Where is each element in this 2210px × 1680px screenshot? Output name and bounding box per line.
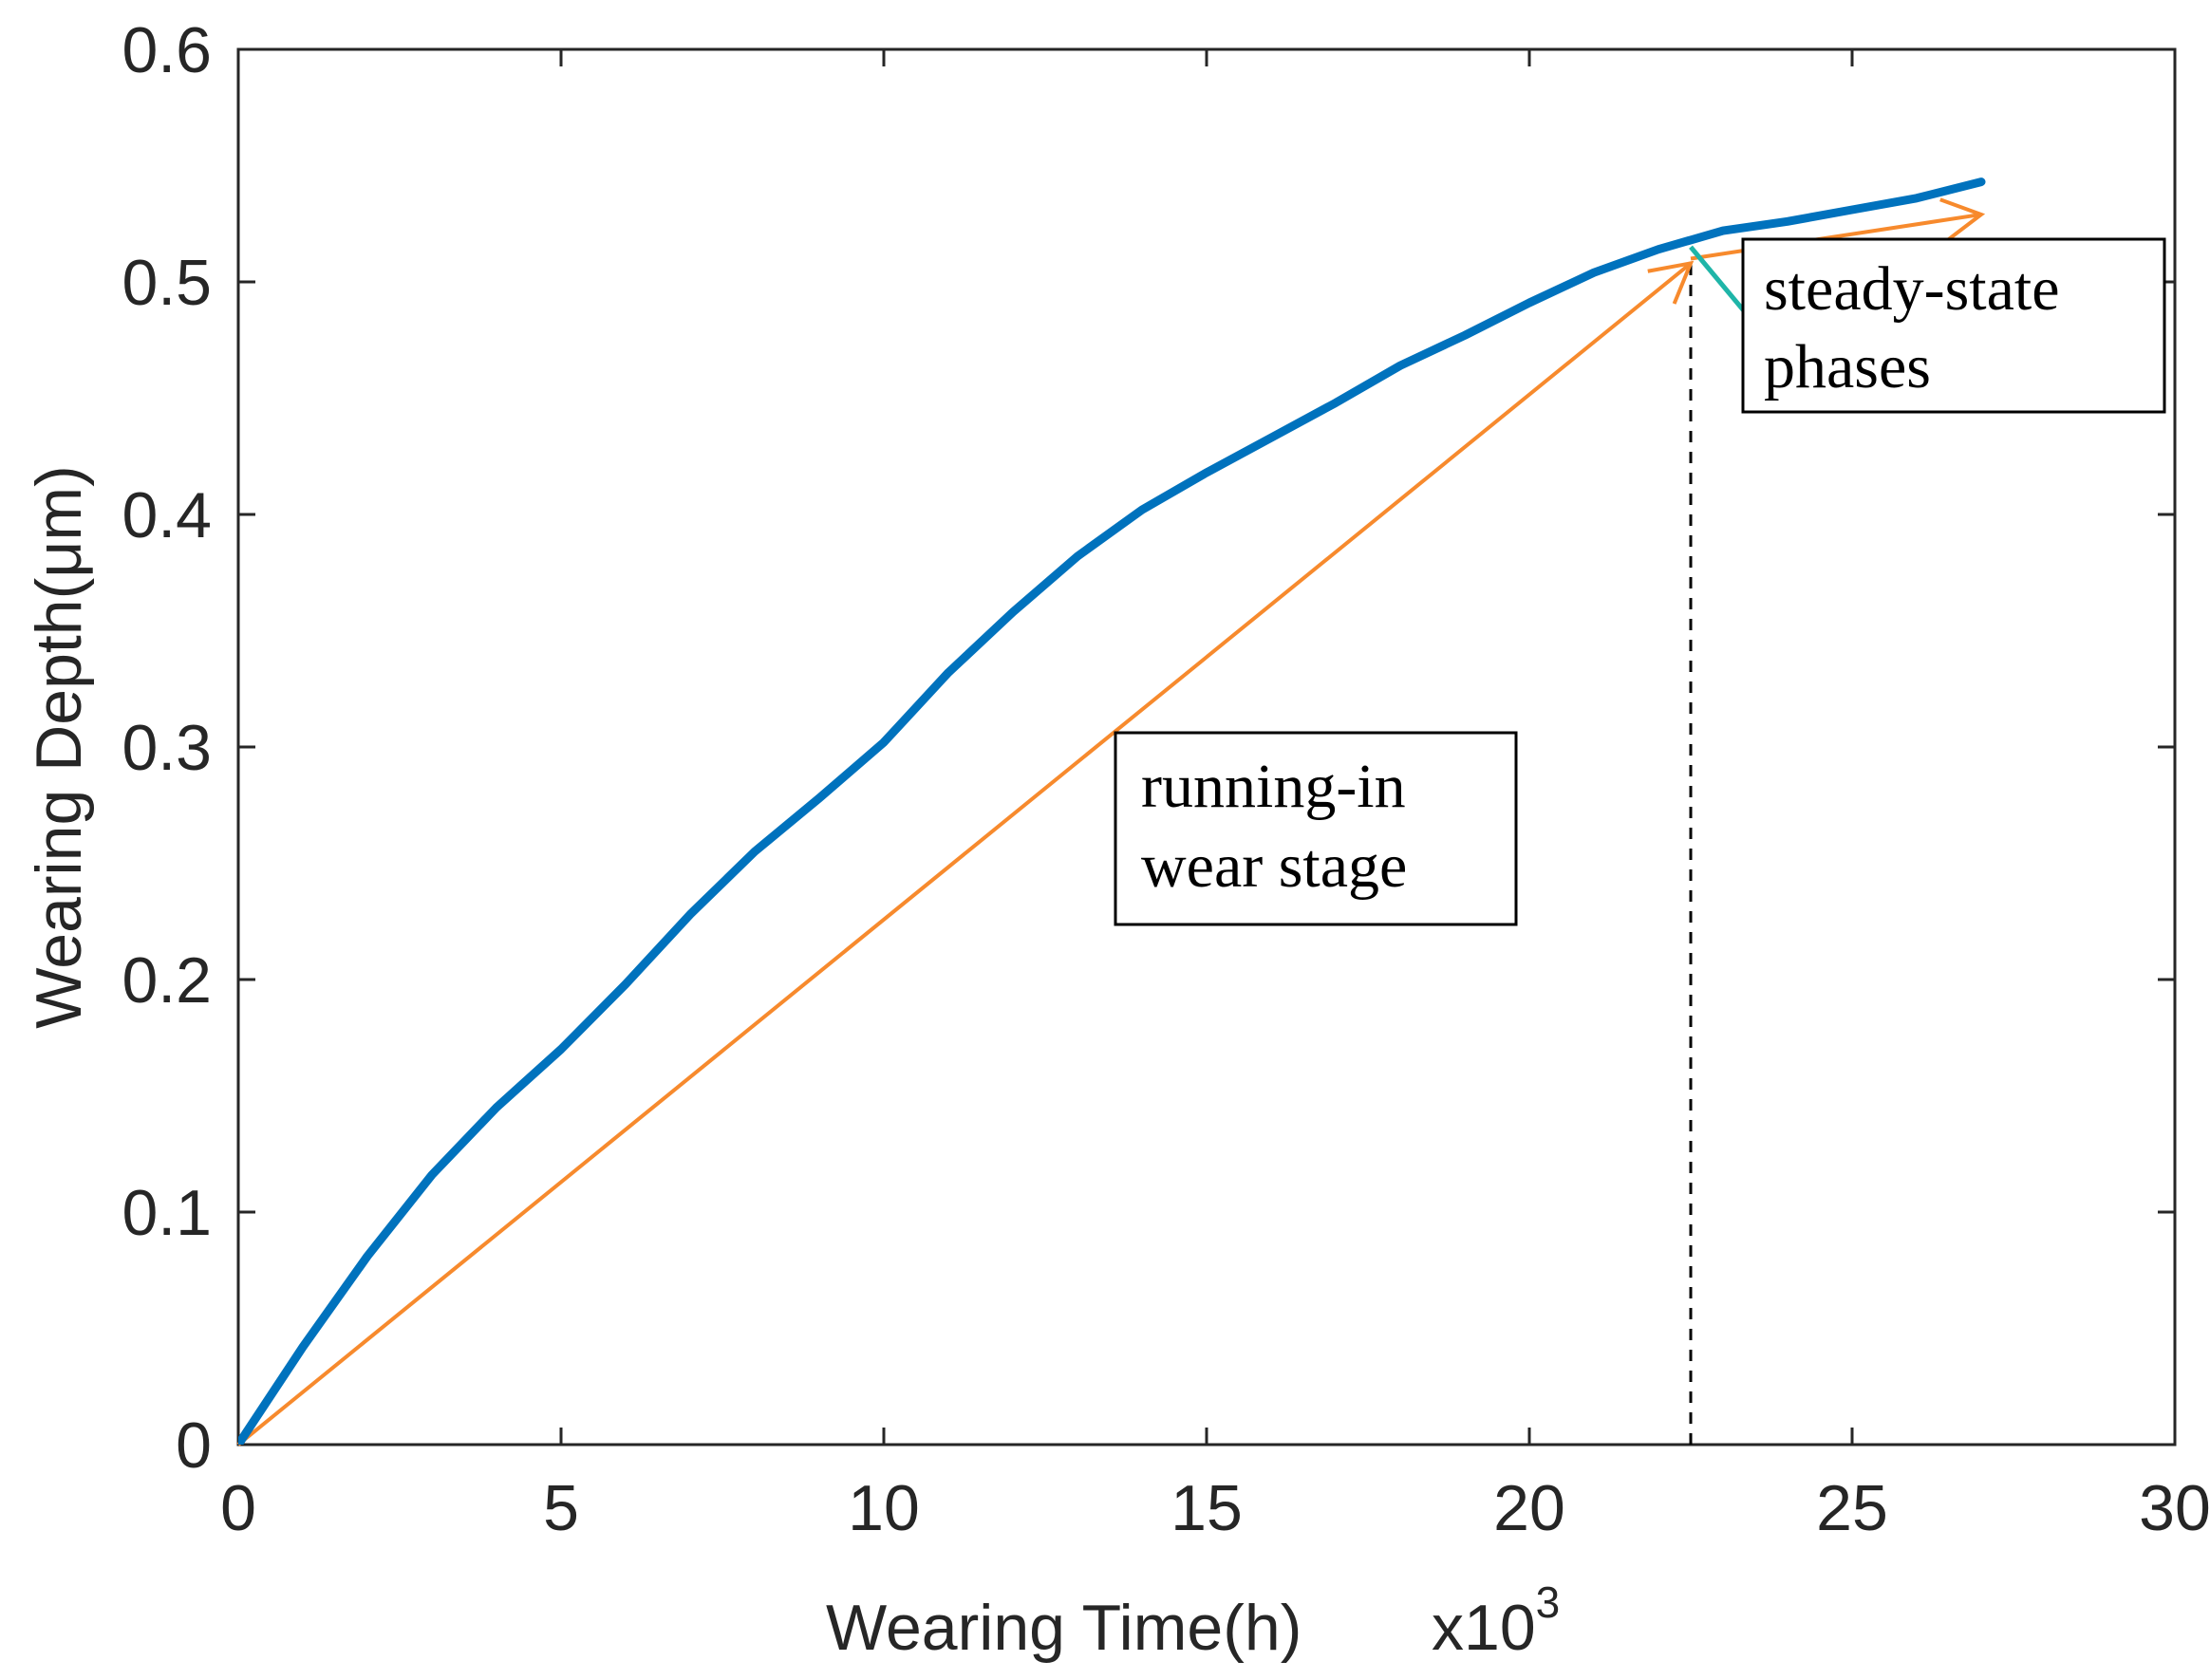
y-tick-label-5: 0.5 (122, 247, 212, 319)
y-tick-label-1: 0.1 (122, 1177, 212, 1249)
running-in-annotation-line-1: running-in (1141, 752, 1406, 821)
steady-state-leader-line (1689, 245, 1751, 319)
x-axis-ticks: 0 5 10 15 20 25 30 (220, 49, 2210, 1544)
y-axis-title: Wearing Depth(μm) (23, 465, 95, 1028)
running-in-annotation-box (1114, 731, 1518, 926)
y-tick-label-4: 0.4 (122, 479, 212, 551)
curve-layer (238, 177, 1986, 1445)
y-tick-label-2: 0.2 (122, 944, 212, 1017)
steady-state-arrow-head (1939, 197, 1986, 243)
x-axis-multiplier-exponent: 3 (1536, 1577, 1561, 1627)
x-tick-label-5: 25 (1816, 1472, 1888, 1544)
x-tick-label-6: 30 (2139, 1472, 2210, 1544)
x-tick-label-2: 10 (848, 1472, 920, 1544)
y-tick-label-3: 0.3 (122, 712, 212, 784)
x-tick-label-1: 5 (543, 1472, 579, 1544)
y-axis-ticks: 0 0.1 0.2 0.3 0.4 0.5 0.6 (122, 14, 2175, 1482)
y-tick-label-6: 0.6 (122, 14, 212, 86)
steady-state-annotation: steady-state phases (1741, 237, 2166, 414)
running-in-arrow (236, 261, 1693, 1447)
running-in-annotation: running-in wear stage (1114, 731, 1518, 926)
x-tick-label-0: 0 (220, 1472, 256, 1544)
x-axis-multiplier: x103 (1432, 1577, 1560, 1664)
wearing-depth-series-line (238, 177, 1986, 1445)
arrow-layer (236, 197, 1986, 1447)
steady-state-annotation-box (1741, 237, 2166, 414)
x-axis-multiplier-base: x10 (1432, 1592, 1536, 1664)
running-in-annotation-line-2: wear stage (1141, 831, 1407, 901)
steady-state-annotation-line-2: phases (1764, 332, 1931, 401)
steady-state-annotation-line-1: steady-state (1764, 254, 2060, 324)
x-tick-label-4: 20 (1493, 1472, 1565, 1544)
y-tick-label-0: 0 (176, 1409, 212, 1482)
running-in-arrow-head (1647, 260, 1695, 305)
steady-state-arrow (1690, 212, 1982, 261)
x-tick-label-3: 15 (1171, 1472, 1243, 1544)
x-axis-title: Wearing Time(h) (826, 1592, 1302, 1664)
